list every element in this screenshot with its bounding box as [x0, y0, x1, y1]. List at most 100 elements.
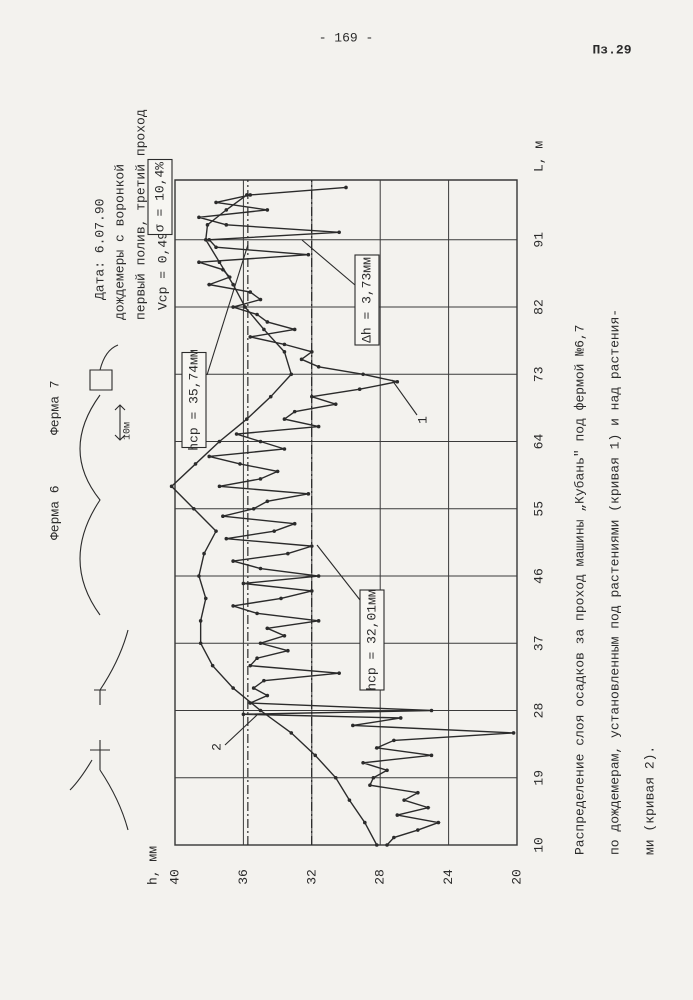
data-line	[170, 194, 378, 846]
data-point	[363, 820, 367, 825]
x-tick-label: 91	[531, 232, 546, 248]
data-point	[272, 529, 276, 533]
annotation-box	[359, 589, 385, 691]
data-point	[255, 611, 259, 616]
post-sketch	[94, 629, 129, 705]
farm-label: Ферма 7	[47, 380, 62, 435]
data-point	[282, 417, 287, 421]
data-point	[255, 312, 259, 317]
data-point	[392, 835, 396, 840]
data-point	[231, 282, 235, 287]
data-point	[245, 417, 249, 421]
x-tick-label: 55	[531, 501, 546, 517]
data-point	[282, 633, 287, 638]
data-point	[436, 820, 441, 825]
data-point	[310, 589, 314, 593]
caption-line: ми (кривая 2).	[642, 746, 657, 855]
data-point	[231, 559, 235, 563]
data-point	[207, 282, 212, 287]
data-point	[207, 237, 212, 242]
data-point	[392, 738, 396, 743]
data-point	[251, 686, 256, 690]
data-point	[268, 394, 273, 399]
data-point	[265, 208, 270, 212]
data-point	[265, 626, 270, 631]
x-tick-label: 64	[531, 434, 546, 450]
y-tick-label: 40	[167, 869, 182, 885]
data-point	[214, 200, 218, 205]
data-point	[310, 350, 314, 354]
data-point	[198, 619, 203, 623]
data-point	[241, 712, 246, 717]
data-point	[258, 641, 263, 646]
y-tick-label: 28	[373, 869, 388, 885]
data-point	[245, 193, 249, 197]
data-point	[258, 477, 263, 481]
data-point	[265, 693, 270, 698]
annotation: σ = 10,4%	[152, 162, 167, 232]
data-point	[205, 223, 210, 227]
data-point	[214, 245, 218, 250]
x-tick-label: 19	[531, 770, 546, 786]
caption-line: Распределение слоя осадков за проход маш…	[572, 325, 587, 856]
data-point	[282, 342, 287, 347]
data-point	[282, 350, 287, 354]
data-point	[402, 798, 406, 802]
data-point	[251, 506, 256, 511]
data-point	[258, 708, 263, 713]
data-point	[238, 462, 242, 466]
mean-label: hср = 35,74мм	[186, 349, 201, 451]
data-point	[243, 305, 247, 309]
data-point	[248, 290, 253, 294]
mean-label: hср = 32,01мм	[364, 589, 379, 691]
plot-frame	[174, 179, 518, 846]
y-axis-label: h, мм	[145, 846, 160, 885]
data-point	[333, 402, 338, 406]
data-point	[333, 775, 338, 780]
curve-label: 1	[415, 416, 430, 424]
data-point	[416, 828, 420, 832]
data-point	[210, 663, 215, 668]
annotation-box	[181, 351, 207, 449]
data-point	[337, 230, 341, 235]
data-point	[214, 529, 218, 533]
annotation-leader	[316, 544, 361, 601]
data-point	[511, 731, 516, 735]
data-point	[258, 439, 263, 444]
data-point	[374, 746, 379, 750]
y-tick-label: 24	[441, 869, 456, 885]
curve-leader	[391, 379, 418, 416]
data-point	[368, 783, 372, 788]
data-point	[374, 843, 379, 847]
data-point	[310, 544, 314, 548]
data-point	[337, 671, 341, 675]
data-point	[193, 462, 198, 466]
data-point	[248, 193, 253, 197]
machine-sketch	[69, 344, 129, 831]
data-point	[207, 454, 212, 459]
header-line: Дата: 6.07.90	[92, 199, 107, 300]
data-point	[231, 686, 235, 690]
data-point	[306, 492, 311, 496]
x-tick-label: 82	[531, 299, 546, 315]
y-tick-label: 36	[236, 869, 251, 885]
data-point	[316, 574, 321, 578]
header-line: первый полив, третий проход	[133, 109, 148, 320]
annotation-leader	[301, 239, 356, 286]
data-point	[286, 648, 290, 653]
data-point	[224, 223, 229, 227]
data-point	[192, 506, 196, 511]
data-point	[429, 753, 434, 758]
data-point	[197, 574, 201, 578]
sheet-code: Пз.29	[592, 42, 631, 57]
data-point	[217, 439, 222, 444]
data-point	[217, 260, 222, 264]
data-point	[357, 387, 362, 392]
y-tick-label: 20	[509, 869, 524, 885]
data-point	[351, 723, 355, 728]
page-number: - 169 -	[319, 30, 374, 45]
curve-leader	[224, 714, 258, 746]
data-point	[231, 604, 235, 608]
data-point	[202, 551, 206, 556]
data-point	[217, 484, 222, 489]
